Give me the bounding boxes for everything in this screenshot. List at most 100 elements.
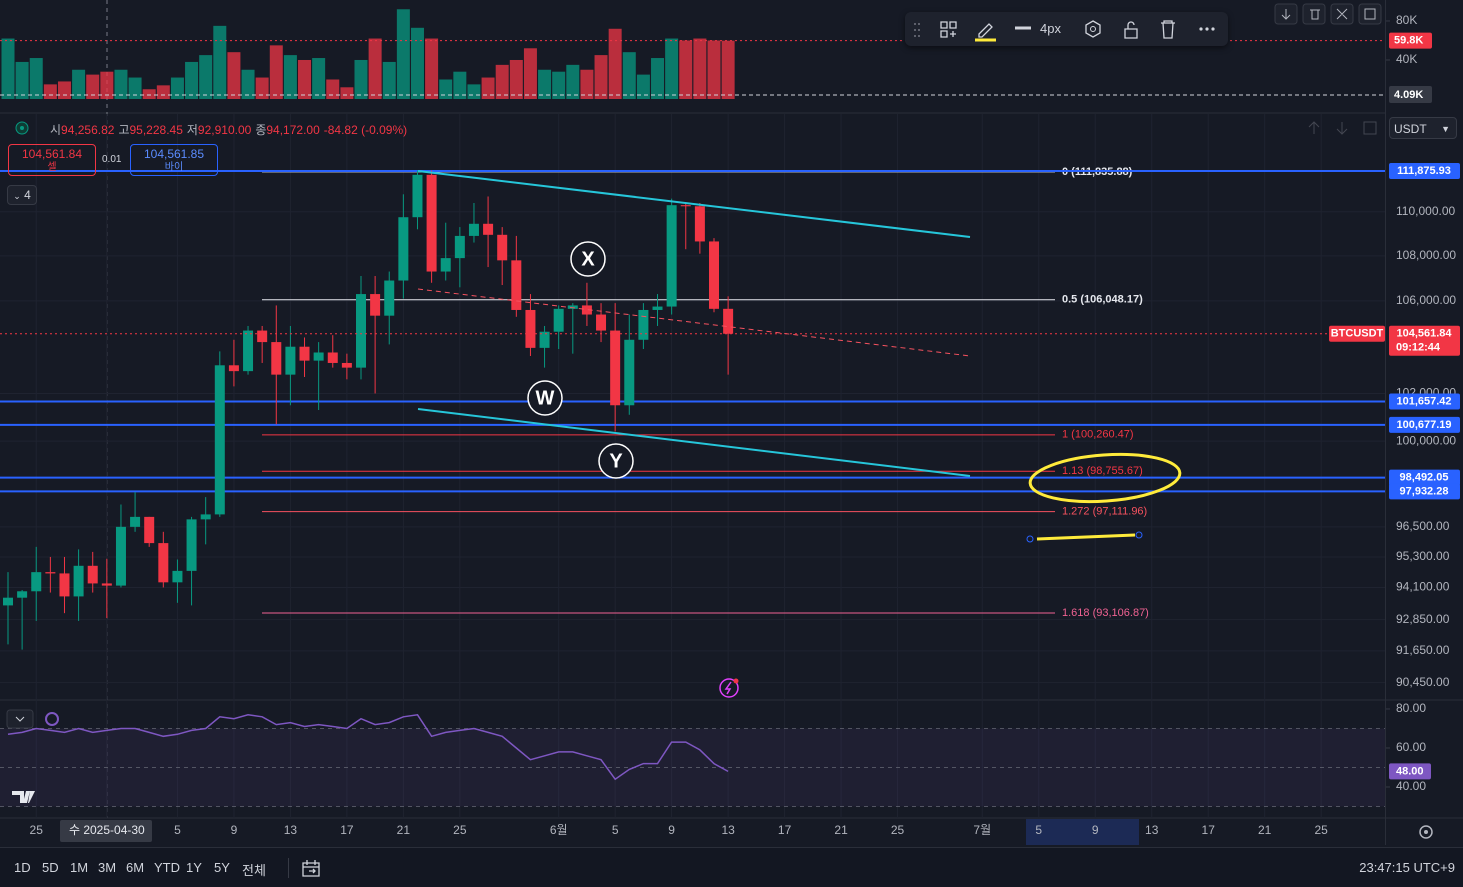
y-tick-label: 90,450.00: [1396, 675, 1450, 689]
pen-icon[interactable]: [978, 23, 993, 38]
candle-body: [144, 516, 155, 544]
trend-line[interactable]: [417, 170, 971, 238]
drawing-handle[interactable]: [1135, 531, 1143, 539]
icon-dot: [20, 126, 24, 130]
candle-body: [638, 309, 649, 340]
highlight-ellipse[interactable]: [1028, 450, 1182, 506]
y-tick-label: 94,100.00: [1396, 580, 1450, 594]
line-width-label[interactable]: 4px: [1040, 21, 1061, 36]
level-box: [1389, 163, 1460, 180]
y-tick-label: 91,650.00: [1396, 643, 1450, 657]
period-button[interactable]: 5D: [42, 860, 59, 875]
volume-ma-label: 4.09K: [1394, 89, 1423, 101]
x-tick-label: 13: [1145, 823, 1159, 837]
volume-bar: [241, 69, 255, 99]
alert-bolt: [724, 681, 732, 695]
drag-handle[interactable]: [914, 23, 920, 37]
volume-bar: [227, 52, 241, 99]
period-button[interactable]: 전체: [242, 863, 266, 878]
alert-dot: [733, 678, 739, 684]
more-dot[interactable]: [1211, 27, 1215, 31]
candle-body: [680, 205, 691, 207]
currency-select[interactable]: USDT ▼: [1389, 117, 1457, 139]
period-button[interactable]: 1Y: [186, 860, 202, 875]
grid-layer: [0, 20, 1390, 818]
legend-key: 시: [50, 123, 62, 137]
wave-label-w[interactable]: W: [527, 380, 563, 416]
highlight-line[interactable]: [1036, 533, 1136, 541]
symbol-box: [1329, 325, 1385, 342]
delete-icon[interactable]: [1161, 20, 1175, 39]
y-tick-label: 100,000.00: [1396, 433, 1456, 447]
volume-bar: [509, 59, 523, 99]
more-dot[interactable]: [1199, 27, 1203, 31]
volume-bar: [1, 38, 15, 99]
level-label: 100,677.19: [1396, 419, 1451, 431]
drawing-handle[interactable]: [1026, 535, 1034, 543]
data-layer: 110,000.00108,000.00106,000.00102,000.00…: [0, 9, 1460, 837]
volume-bar: [552, 71, 566, 99]
volume-bar: [156, 85, 170, 99]
template-icon[interactable]: [940, 21, 957, 38]
price-pane-buttons[interactable]: [1308, 121, 1377, 135]
candle-body: [610, 330, 621, 406]
legend-value: 95,228.45: [129, 123, 183, 137]
alert-icon[interactable]: [719, 678, 739, 698]
chevron: [15, 716, 25, 722]
bottom-toolbar: 1D 5D 1M 3M 6M YTD 1Y 5Y 전체 23:47:15 UTC+9: [0, 847, 1463, 887]
volume-bar: [410, 27, 424, 100]
period-button[interactable]: 5Y: [214, 860, 230, 875]
period-button[interactable]: YTD: [154, 860, 180, 875]
collapse-button[interactable]: [6, 709, 34, 729]
period-button[interactable]: 1M: [70, 860, 89, 875]
candle-body: [17, 591, 28, 598]
volume-bar: [269, 45, 283, 99]
lock-icon[interactable]: [1124, 21, 1138, 39]
volume-bar: [43, 84, 57, 99]
legend-value: 92,910.00: [197, 123, 252, 137]
wave-circle: [570, 241, 606, 277]
volume-bar: [439, 79, 453, 99]
date-range-icon[interactable]: [300, 857, 322, 879]
volume-bar: [707, 40, 721, 99]
button[interactable]: [1302, 3, 1326, 25]
tradingview-logo[interactable]: [12, 791, 35, 803]
clock[interactable]: 23:47:15 UTC+9: [1359, 860, 1455, 875]
x-tick-label: 25: [453, 823, 467, 837]
volume-bar: [580, 69, 594, 99]
top-right-buttons[interactable]: [1274, 3, 1382, 25]
candle-body: [440, 258, 451, 272]
y-tick-label: 92,850.00: [1396, 612, 1450, 626]
y-tick-label: 106,000.00: [1396, 293, 1456, 307]
last-price-label: 104,561.84: [1396, 328, 1452, 340]
trend-line[interactable]: [417, 408, 971, 477]
settings-center: [1090, 26, 1096, 32]
candle-body: [285, 346, 296, 375]
dashed-trend-line[interactable]: [417, 288, 971, 357]
wave-label-y[interactable]: Y: [598, 443, 634, 479]
volume-bar: [114, 69, 128, 99]
more-dot[interactable]: [1205, 27, 1209, 31]
sell-button[interactable]: 104,561.84 셀: [8, 144, 96, 176]
buy-button[interactable]: 104,561.85 바이: [130, 144, 218, 176]
period-button[interactable]: 3M: [98, 860, 117, 875]
spread: 0.01: [102, 154, 122, 165]
button-icons: [1281, 8, 1376, 20]
volume-bar: [185, 61, 199, 99]
volume-last-box: [1389, 32, 1432, 49]
alert-circle: [719, 678, 739, 698]
period-button[interactable]: 1D: [14, 860, 31, 875]
wave-label-x[interactable]: X: [570, 241, 606, 277]
buy-label: 바이: [164, 162, 184, 173]
period-button[interactable]: 6M: [126, 860, 145, 875]
volume-bar: [665, 38, 679, 99]
rsi-controls[interactable]: [6, 709, 59, 729]
button[interactable]: [1358, 3, 1382, 25]
volume-last-label: 59.8K: [1394, 35, 1423, 47]
volume-bar: [128, 77, 142, 99]
legend-eye-icon[interactable]: [15, 121, 29, 135]
settings-icon[interactable]: [1085, 20, 1101, 38]
settings-icon[interactable]: [1419, 825, 1433, 839]
indicator-toggle[interactable]: ⌄ 4: [7, 185, 37, 205]
candle-body: [581, 305, 592, 315]
